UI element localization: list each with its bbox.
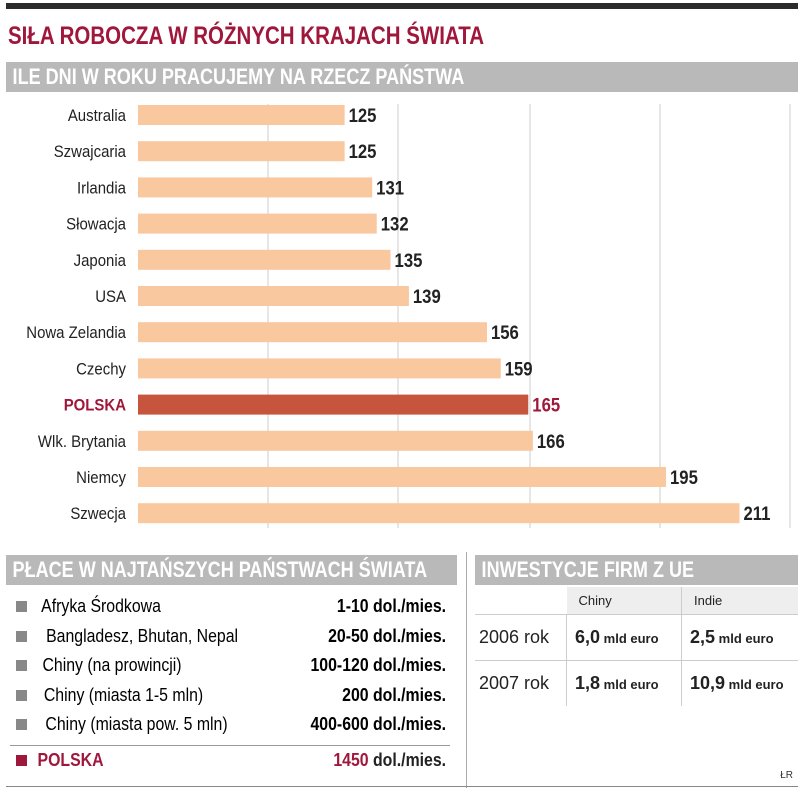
wage-row: Chiny (miasta 1-5 mln) 200 dol./mies. <box>16 685 446 706</box>
wage-label: POLSKA <box>37 750 104 770</box>
data-label: 156 <box>491 322 519 343</box>
bullet-icon <box>16 630 27 642</box>
unit: mld euro <box>725 676 784 692</box>
bar <box>138 358 501 379</box>
wage-row: Chiny (miasta pow. 5 mln) 400-600 dol./mi… <box>16 714 446 735</box>
col-header: Indie <box>681 587 798 615</box>
data-label: 135 <box>395 250 423 271</box>
category-label: Nowa Zelandia <box>26 324 126 342</box>
unit: mld euro <box>600 676 659 692</box>
investments-title: INWESTYCJE FIRM Z UE <box>481 557 695 582</box>
data-label: 166 <box>537 431 565 452</box>
bullet-icon <box>16 719 27 730</box>
data-label: 165 <box>532 395 560 416</box>
chart-title-band: ILE DNI W ROKU PRACUJEMY NA RZECZ PAŃSTW… <box>6 62 798 92</box>
wage-value: 100-120 dol./mies. <box>310 655 446 675</box>
value: 6,0 <box>575 626 601 647</box>
value: 10,9 <box>690 672 726 693</box>
wage-row: Bangladesz, Bhutan, Nepal 20-50 dol./mies… <box>16 626 446 647</box>
infographic-title: SIŁA ROBOCZA W RÓŻNYCH KRAJACH ŚWIATA <box>8 22 485 50</box>
wage-unit: dol./mies. <box>368 750 446 770</box>
wage-label: Afryka Środkowa <box>41 596 161 616</box>
col-header: Chiny <box>566 587 682 615</box>
category-label: Szwecja <box>70 505 126 523</box>
bullet-icon <box>16 689 27 701</box>
column-divider <box>466 552 467 788</box>
data-label: 131 <box>376 177 404 198</box>
data-label: 139 <box>413 286 441 307</box>
chart-title: ILE DNI W ROKU PRACUJEMY NA RZECZ PAŃSTW… <box>12 64 465 89</box>
bar <box>138 105 345 125</box>
year-cell: 2006 rok <box>475 614 567 661</box>
bullet-icon <box>16 660 27 671</box>
data-label: 132 <box>381 214 409 235</box>
category-label: Wlk. Brytania <box>38 433 126 451</box>
wages-title-band: PŁACE W NAJTAŃSZYCH PAŃSTWACH ŚWIATA <box>6 555 457 585</box>
wage-row-polska: POLSKA 1450 dol./mies. <box>16 750 446 771</box>
bottom-rule <box>6 786 798 787</box>
bar <box>138 286 409 306</box>
category-label: POLSKA <box>64 397 127 415</box>
bullet-icon <box>16 755 27 766</box>
divider <box>10 745 450 746</box>
investments-table: Chiny Indie 2006 rok 6,0 mld euro 2,5 ml… <box>475 587 798 706</box>
bar <box>138 249 391 270</box>
bar <box>138 177 373 198</box>
bar <box>138 141 345 162</box>
data-label: 159 <box>505 358 533 379</box>
category-label: Irlandia <box>77 180 126 198</box>
wage-value: 20-50 dol./mies. <box>328 625 446 646</box>
category-label: Australia <box>68 107 126 125</box>
bar <box>138 213 377 234</box>
wage-value: 1-10 dol./mies. <box>336 596 446 616</box>
table-row: 2007 rok 1,8 mld euro 10,9 mld euro <box>475 660 798 706</box>
data-label: 125 <box>349 141 377 162</box>
wage-row: Afryka Środkowa 1-10 dol./mies. <box>16 596 446 617</box>
wages-title: PŁACE W NAJTAŃSZYCH PAŃSTWACH ŚWIATA <box>12 557 428 582</box>
bar <box>138 503 740 524</box>
unit: mld euro <box>600 630 659 646</box>
category-label: Japonia <box>74 252 126 270</box>
top-rule <box>6 3 798 9</box>
wage-label: Chiny (miasta 1-5 mln) <box>43 684 204 705</box>
bar <box>138 467 667 487</box>
bar <box>138 322 487 343</box>
category-label: Szwajcaria <box>54 143 126 161</box>
year-cell: 2007 rok <box>475 660 567 706</box>
credit: ŁR <box>780 770 793 781</box>
data-label: 195 <box>670 467 698 488</box>
wage-row: Chiny (na prowincji) 100-120 dol./mies. <box>16 655 446 676</box>
bar <box>138 430 533 451</box>
unit: mld euro <box>715 630 774 646</box>
data-label: 125 <box>349 105 377 126</box>
category-label: Niemcy <box>76 469 126 487</box>
investments-title-band: INWESTYCJE FIRM Z UE <box>475 555 798 585</box>
bar-chart: Australia 125 Szwajcaria 125 Irlandia 131 Słow… <box>26 104 791 528</box>
category-label: USA <box>95 288 126 306</box>
wage-label: Chiny (miasta pow. 5 mln) <box>45 714 228 734</box>
data-label: 211 <box>743 503 770 524</box>
category-label: Słowacja <box>66 216 126 234</box>
wage-value: 200 dol./mies. <box>342 684 446 705</box>
wage-label: Chiny (na prowincji) <box>42 655 182 675</box>
wage-value: 400-600 dol./mies. <box>310 714 446 734</box>
table-row: 2006 rok 6,0 mld euro 2,5 mld euro <box>475 614 798 661</box>
bar <box>138 394 529 415</box>
category-label: Czechy <box>76 361 126 379</box>
value: 2,5 <box>690 626 716 647</box>
wage-label: Bangladesz, Bhutan, Nepal <box>46 625 239 646</box>
wage-number: 1450 <box>333 750 369 770</box>
bullet-icon <box>16 601 27 612</box>
value: 1,8 <box>575 672 601 693</box>
